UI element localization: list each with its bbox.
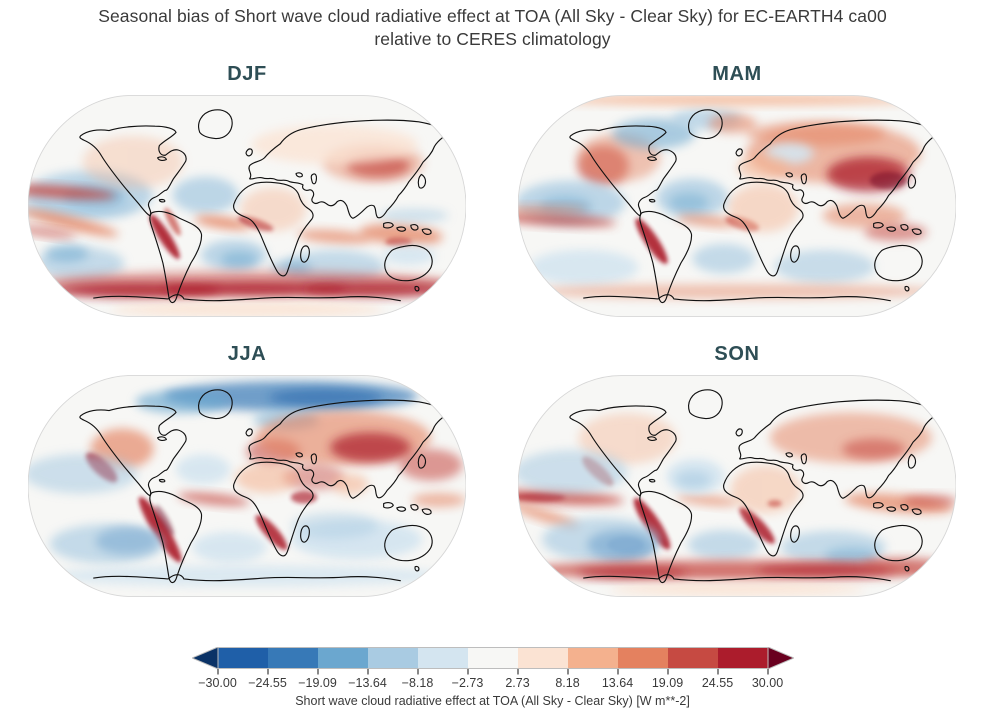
colorbar: −30.00 −24.55 −19.09 −13.64 −8.18 −2.73 2.73 8.…	[191, 647, 794, 708]
world-map-jja	[28, 375, 466, 597]
colorbar-under-arrow	[191, 647, 218, 670]
world-map-djf	[28, 95, 466, 317]
colorbar-tick-label: 19.09	[651, 676, 684, 690]
bias-field	[28, 95, 466, 317]
colorbar-tick-label: −2.73	[451, 676, 484, 690]
map-outline	[28, 375, 466, 597]
colorbar-tick-label: −8.18	[401, 676, 434, 690]
map-panel-djf: DJF	[28, 58, 466, 320]
colorbar-tick-label: −13.64	[348, 676, 387, 690]
colorbar-tick-label: 13.64	[601, 676, 634, 690]
panel-title-mam: MAM	[712, 63, 762, 85]
colorbar-tick-label: 24.55	[701, 676, 734, 690]
colorbar-tick-labels: −30.00 −24.55 −19.09 −13.64 −8.18 −2.73 2.73 8.…	[192, 676, 794, 693]
colorbar-tick-label: 30.00	[751, 676, 784, 690]
colorbar-tick-label: 2.73	[505, 676, 530, 690]
map-outline	[28, 95, 466, 317]
figure-title-line-2: relative to CERES climatology	[374, 29, 611, 49]
colorbar-segment	[717, 647, 769, 669]
map-outline	[518, 375, 956, 597]
coastlines	[569, 109, 945, 304]
colorbar-segment	[417, 647, 469, 669]
coastlines	[79, 109, 455, 304]
map-outline	[518, 95, 956, 317]
colorbar-segment	[617, 647, 669, 669]
colorbar-segment	[667, 647, 719, 669]
colorbar-segment	[217, 647, 269, 669]
coastlines	[79, 389, 455, 584]
colorbar-tick-label: −30.00	[198, 676, 237, 690]
colorbar-tick-label: 8.18	[555, 676, 580, 690]
colorbar-over-arrow	[767, 647, 794, 670]
world-map-mam	[518, 95, 956, 317]
colorbar-tick-label: −24.55	[248, 676, 287, 690]
map-panel-jja: JJA	[28, 338, 466, 600]
colorbar-frame	[217, 647, 768, 669]
colorbar-segment	[467, 647, 519, 669]
colorbar-segment	[317, 647, 369, 669]
map-panel-mam: MAM	[518, 58, 956, 320]
world-map-son	[518, 375, 956, 597]
figure-title: Seasonal bias of Short wave cloud radiat…	[0, 5, 985, 51]
colorbar-segment	[267, 647, 319, 669]
colorbar-segment	[567, 647, 619, 669]
colorbar-label: Short wave cloud radiative effect at TOA…	[295, 694, 690, 708]
panel-title-djf: DJF	[227, 63, 267, 85]
bias-field	[518, 95, 956, 317]
colorbar-bar	[191, 647, 794, 675]
map-panel-son: SON	[518, 338, 956, 600]
coastlines	[569, 389, 945, 584]
figure-title-line-1: Seasonal bias of Short wave cloud radiat…	[98, 6, 887, 26]
colorbar-segment	[367, 647, 419, 669]
panel-title-jja: JJA	[227, 343, 267, 365]
panel-title-son: SON	[714, 343, 760, 365]
colorbar-tick-label: −19.09	[298, 676, 337, 690]
colorbar-segment	[517, 647, 569, 669]
bias-field	[518, 375, 956, 597]
bias-field	[28, 375, 466, 597]
